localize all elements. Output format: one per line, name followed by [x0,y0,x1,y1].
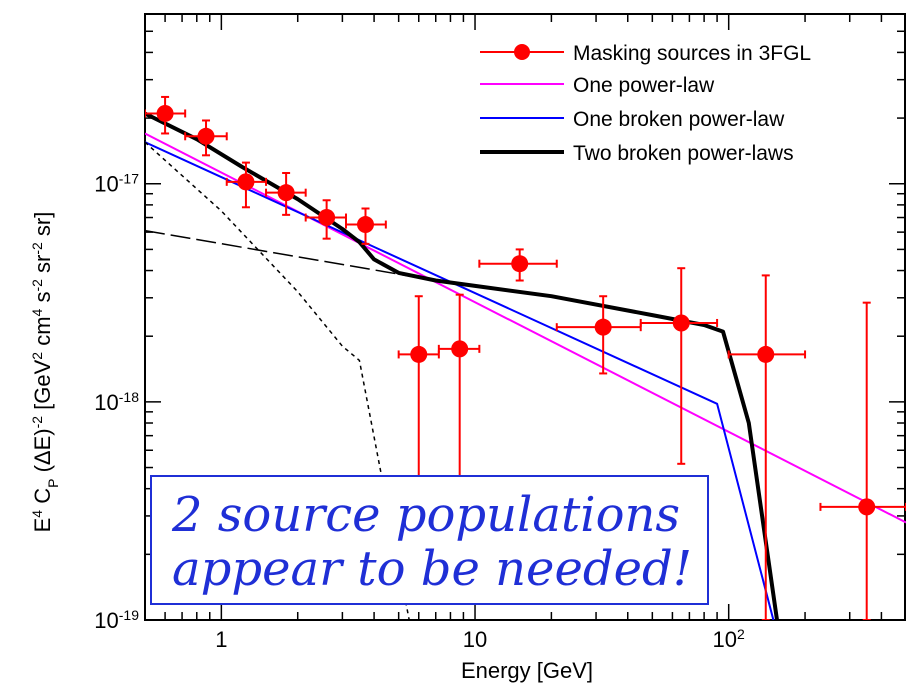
legend-label-two-broken: Two broken power-laws [573,142,794,165]
ylabel-e: E [30,518,55,533]
ylabel-c: C [30,488,55,510]
y-tick-label-base: 10 [94,172,118,197]
legend-label-one-power-law: One power-law [573,74,715,97]
ylabel-sup-2: 2 [29,352,45,360]
y-tick-label: 10-19 [94,607,139,633]
data-point-marker [672,314,690,332]
x-tick-label-base: 10 [713,627,737,652]
data-point-marker [277,184,295,202]
ylabel-tail: sr] [30,212,55,243]
data-point-marker [451,340,469,358]
x-tick-label-base: 1 [215,627,227,652]
data-point [437,293,481,481]
data-point-marker [410,345,428,363]
data-point-marker [757,345,775,363]
data-point-marker [197,127,215,145]
data-point-marker [156,104,174,122]
series-line-1 [145,132,906,524]
data-point [555,295,642,375]
ylabel-s: s [30,292,55,309]
ylabel-cm: cm [30,316,55,351]
data-points [145,95,906,620]
legend-label-masking: Masking sources in 3FGL [573,42,811,65]
y-tick-label: 10-17 [94,171,139,197]
ylabel-sup-4b: 4 [29,308,45,316]
data-point [639,267,719,465]
y-tick-label-sup: -17 [119,171,139,187]
x-axis-title: Energy [GeV] [461,658,593,683]
data-point [727,274,807,620]
data-point-marker [237,173,255,191]
annotation-line-2: appear to be needed! [172,541,692,597]
legend-marker-masking [514,44,530,60]
ylabel-sup-m2b: -2 [29,279,45,292]
x-tick-labels: 1 10 102 [215,626,745,652]
legend: Masking sources in 3FGL One power-law On… [480,42,811,165]
y-tick-label-base: 10 [94,390,118,415]
ylabel-sup-m2c: -2 [29,242,45,255]
data-point [478,248,558,282]
annotation-line-1: 2 source populations [171,487,680,543]
legend-entry-one-broken: One broken power-law [480,108,785,131]
data-point-marker [511,255,529,273]
legend-entry-one-power-law: One power-law [480,74,715,97]
data-point [225,161,268,209]
plot-border [144,13,906,621]
legend-label-one-broken: One broken power-law [573,108,785,131]
x-tick-label: 1 [215,627,227,652]
legend-entry-two-broken: Two broken power-laws [480,142,794,165]
data-point [145,95,187,135]
ylabel-sup-m2: -2 [29,416,45,429]
ylabel-sub-p: P [45,479,61,488]
x-tick-label-base: 10 [463,627,487,652]
legend-entry-masking: Masking sources in 3FGL [480,42,811,65]
series-line-2 [145,141,775,620]
data-point [265,172,307,216]
annotation-box: 2 source populations appear to be needed… [150,475,709,605]
ylabel-sr: sr [30,255,55,279]
series-line-5 [145,229,436,282]
ylabel-delta: (ΔE) [30,428,55,478]
model-lines [145,111,906,620]
x-tick-label-sup: 2 [737,626,745,642]
data-point [304,199,348,240]
y-tick-label-base: 10 [94,608,118,633]
data-point-marker [356,216,374,234]
x-tick-label: 102 [713,626,745,652]
x-tick-label: 10 [463,627,487,652]
data-point [184,119,228,157]
series-line-4 [145,141,410,620]
data-point [345,207,387,245]
ylabel-sup-4: 4 [29,510,45,518]
data-point-marker [318,209,336,227]
y-tick-label-sup: -18 [119,389,139,405]
annotation-border [150,475,709,605]
data-point-marker [594,318,612,336]
y-axis-title: E4 CP (ΔE)-2 [GeV2 cm4 s-2 sr-2 sr] [29,212,61,533]
y-tick-label: 10-18 [94,389,139,415]
plot-frame [144,13,906,621]
data-point [819,301,906,620]
y-tick-label-sup: -19 [119,607,139,623]
ylabel-gev: [GeV [30,359,55,416]
data-point-marker [858,498,876,516]
